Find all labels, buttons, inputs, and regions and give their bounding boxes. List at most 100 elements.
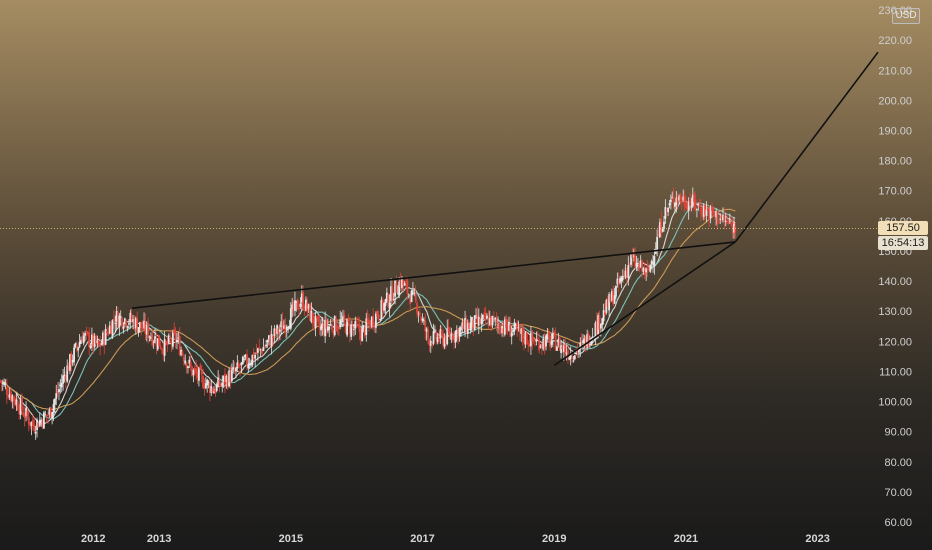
candle-body	[317, 316, 320, 322]
candle-body	[443, 337, 446, 347]
candle-body	[623, 273, 626, 276]
candle-body	[554, 334, 557, 351]
y-tick-label: 70.00	[884, 487, 912, 499]
candle-body	[610, 291, 613, 301]
candle-body	[450, 333, 453, 340]
candle-body	[134, 318, 137, 329]
candle-body	[78, 342, 81, 348]
candle-body	[326, 326, 329, 331]
candle-body	[214, 388, 217, 394]
candle-body	[343, 314, 346, 322]
candle-body	[294, 300, 296, 311]
candle-body	[247, 364, 250, 369]
candle-body	[530, 332, 532, 347]
candle-body	[335, 318, 338, 332]
candle-body	[12, 396, 15, 401]
candle-body	[598, 315, 601, 330]
candle-body	[178, 336, 181, 355]
candle-body	[612, 290, 615, 305]
candle-body	[516, 322, 519, 330]
y-tick-label: 110.00	[879, 366, 912, 378]
candle-body	[48, 409, 51, 415]
candle-body	[43, 412, 45, 429]
candle-body	[545, 335, 547, 347]
candle-body	[362, 325, 365, 327]
y-tick-label: 210.00	[878, 65, 912, 77]
candle-body	[217, 377, 220, 387]
candle-body	[697, 203, 700, 206]
candle-body	[18, 410, 21, 414]
candle-body	[464, 318, 466, 333]
candle-body	[417, 313, 420, 315]
candle-body	[658, 222, 661, 238]
candle-body	[119, 316, 122, 318]
candle-body	[551, 333, 554, 339]
currency-badge[interactable]: USD	[892, 8, 920, 24]
candle-body	[619, 278, 621, 283]
candle-body	[177, 337, 180, 339]
candle-body	[300, 293, 303, 303]
candle-body	[37, 422, 40, 428]
candle-body	[490, 316, 493, 328]
candle-body	[159, 345, 162, 349]
candle-body	[546, 333, 549, 339]
candle-body	[727, 220, 730, 224]
candle-body	[283, 325, 285, 329]
candle-body	[332, 330, 335, 334]
candle-body	[163, 339, 166, 356]
candle-body	[246, 354, 248, 366]
candle-body	[369, 321, 372, 328]
candle-body	[262, 347, 265, 352]
candle-body	[461, 322, 464, 327]
candle-body	[47, 414, 49, 416]
candle-body	[433, 329, 436, 331]
candle-body	[8, 394, 11, 398]
x-tick-label: 2019	[542, 533, 566, 545]
candle-body	[720, 215, 723, 218]
candle-body	[569, 354, 572, 360]
candle-body	[296, 299, 299, 310]
candle-body	[637, 263, 639, 264]
candle-body	[288, 326, 291, 328]
candle-body	[129, 312, 132, 323]
candle-body	[460, 326, 462, 331]
candle-body	[166, 340, 169, 345]
candle-body	[364, 326, 366, 336]
candle-body	[244, 354, 247, 358]
candle-body	[26, 410, 29, 417]
trendlines-layer	[0, 51, 879, 367]
candle-body	[340, 321, 343, 322]
candle-body	[604, 311, 606, 315]
candle-body	[14, 398, 16, 405]
candle-body	[601, 318, 604, 325]
candle-body	[532, 339, 535, 342]
candle-body	[469, 322, 472, 331]
candle-body	[492, 317, 495, 318]
candle-body	[538, 339, 541, 351]
candle-body	[605, 299, 608, 313]
candle-body	[702, 205, 705, 217]
candle-body	[118, 315, 121, 328]
candle-body	[416, 302, 418, 314]
countdown-label: 16:54:13	[878, 236, 928, 251]
candle-body	[321, 323, 324, 329]
candle-body	[726, 220, 728, 222]
candle-body	[86, 331, 89, 334]
candle-body	[270, 334, 273, 347]
candle-body	[700, 207, 702, 214]
candle-body	[646, 267, 649, 270]
candle-body	[482, 314, 484, 320]
candle-body	[387, 294, 390, 308]
candle-body	[539, 345, 542, 348]
candle-body	[121, 318, 123, 328]
candle-body	[257, 348, 259, 353]
candle-body	[468, 323, 471, 329]
candle-body	[455, 329, 458, 335]
candle-body	[689, 200, 691, 206]
candle-body	[236, 362, 239, 369]
candle-body	[653, 256, 656, 267]
candle-body	[617, 279, 620, 285]
